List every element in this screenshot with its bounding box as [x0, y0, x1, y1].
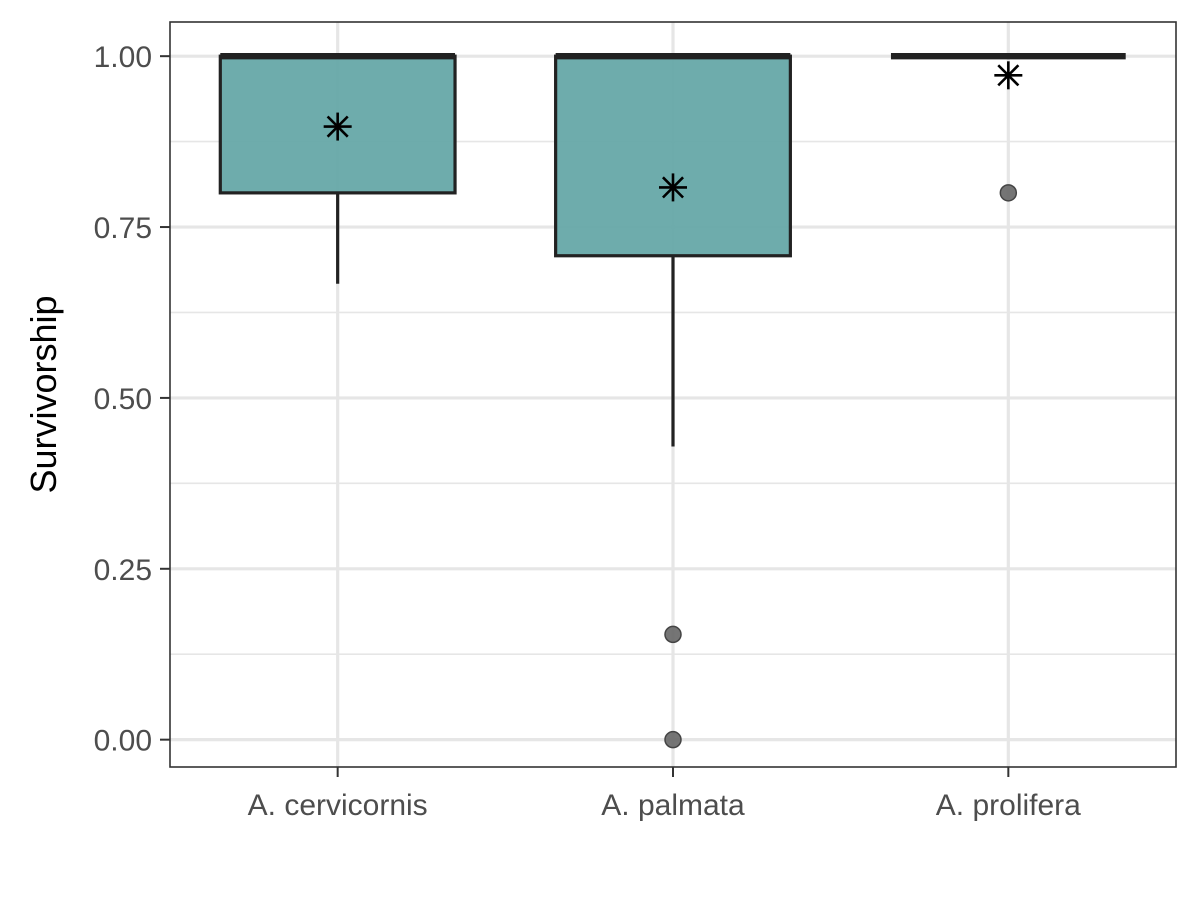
y-tick-label: 0.50	[94, 383, 152, 416]
mean-marker-stroke	[997, 64, 1020, 87]
mean-marker	[659, 173, 687, 202]
y-axis-title: Survivorship	[23, 295, 64, 493]
y-tick-label: 0.25	[94, 554, 152, 587]
outlier-point	[664, 625, 682, 644]
mean-marker-stroke	[662, 176, 684, 199]
mean-marker-stroke	[326, 115, 349, 138]
y-tick-label: 1.00	[94, 41, 152, 74]
x-tick-label: A. cervicornis	[248, 789, 428, 822]
x-tick-label: A. palmata	[601, 789, 745, 822]
mean-marker	[323, 112, 352, 141]
y-tick-label: 0.00	[94, 725, 152, 758]
mean-marker	[994, 61, 1023, 90]
box-body	[554, 54, 792, 258]
x-tick-label: A. prolifera	[936, 789, 1081, 822]
points	[323, 61, 1023, 749]
outlier-point	[999, 184, 1018, 202]
y-tick-label: 0.75	[94, 212, 152, 245]
box-a-palmata	[554, 52, 792, 447]
axes: 0.00 0.25 0.50 0.75 1.00 A. cervicornis A. pal…	[94, 41, 1082, 822]
outlier-point	[664, 730, 682, 749]
